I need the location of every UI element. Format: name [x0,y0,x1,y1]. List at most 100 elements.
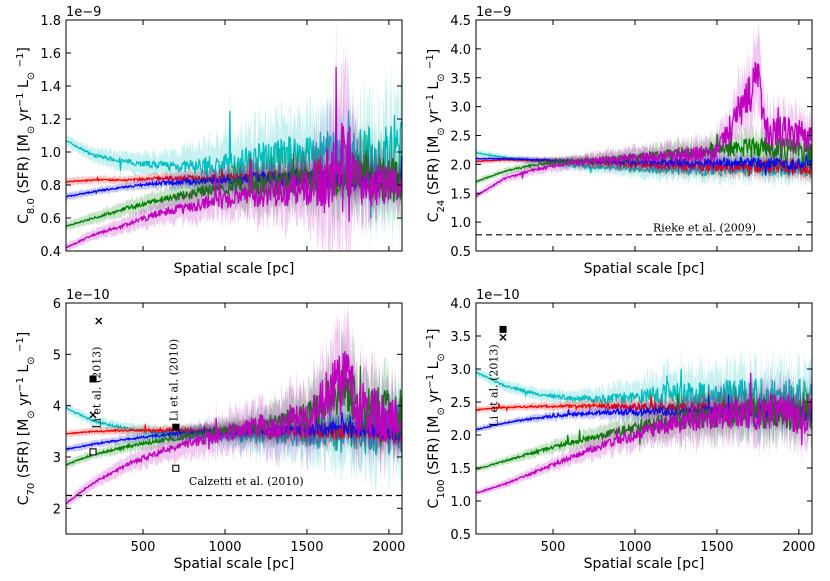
x-tick-label: 2000 [782,540,815,555]
x-tick-label: 500 [131,540,156,555]
series-magenta [476,20,812,200]
x-tick-label: 1000 [208,540,241,555]
panel-top-left: 0.4 0.6 0.8 1.0 1.2 1.4 1.6 1.8 1e−9 Spatial scal… [15,5,403,277]
reference-label: Li et al. (2010) [167,339,180,421]
panel-bottom-left: Calzetti et al. (2010) Li et al. (2013) Li… [15,288,406,572]
band-magenta [476,20,812,200]
y-tick-label: 2.0 [450,429,471,444]
y-axis-label: C8.0 (SFR) [M⊙ yr−1 L⊙ −1] [15,47,37,224]
band-red [476,147,812,188]
x-tick-label: 1500 [290,540,323,555]
marker-filled-square [499,325,507,333]
y-tick-label: 1.0 [450,495,471,510]
axis-offset-text: 1e−9 [476,5,511,20]
series-cyan [476,342,812,458]
y-tick-label: 1.6 [40,47,61,62]
axis-offset-text: 1e−10 [66,288,110,303]
y-tick-label: 5 [53,348,61,363]
marker-x [89,411,97,419]
marker-filled-square [89,375,97,383]
marker-open-square [89,448,97,456]
y-tick-label: 3.5 [450,72,471,87]
line-magenta [476,61,812,197]
y-tick-label: 4.5 [450,14,471,29]
band-green [66,324,402,475]
reference-label: Calzetti et al. (2010) [189,475,304,488]
marker-filled-square [172,423,180,431]
plot-area [66,20,402,251]
y-tick-label: 1.0 [450,216,471,231]
reference-label: Li et al. (2013) [487,344,500,426]
plot-area [66,303,402,509]
y-tick-label: 2.5 [450,130,471,145]
y-tick-label: 0.5 [450,528,471,543]
y-tick-label: 3.5 [450,330,471,345]
y-tick-label: 2 [53,502,61,517]
y-tick-label: 0.6 [40,212,61,227]
x-tick-label: 1000 [618,540,651,555]
plot-area [476,20,812,200]
axes-frame [475,302,813,535]
axes-frame [65,19,403,252]
axis-offset-text: 1e−9 [66,5,101,20]
x-tick-label: 2000 [372,540,405,555]
band-cyan [476,144,812,192]
marker-x [95,317,103,325]
y-tick-label: 3.0 [450,101,471,116]
y-tick-label: 0.4 [40,245,61,260]
band-blue [66,393,402,454]
marker-open-square [172,464,180,472]
band-magenta [476,346,812,496]
line-blue [476,394,812,431]
y-axis-label: C70 (SFR) [M⊙ yr−1 L⊙ −1] [15,332,37,506]
y-axis-label: C100 (SFR) [M⊙ yr−1 L⊙ −1] [425,329,447,509]
line-cyan [476,369,812,423]
series-red [476,147,812,188]
y-tick-label: 0.8 [40,179,61,194]
y-axis-label: C24 (SFR) [M⊙ yr−1 L⊙ −1] [425,49,447,223]
y-tick-label: 2.0 [450,158,471,173]
line-green [66,150,402,228]
axis-offset-text: 1e−10 [476,288,520,303]
panel-bottom-right: Li et al. (2013) 0.5 1.0 1.5 2.0 2.5 3.0 3.5 4.0… [425,288,816,572]
line-red [476,157,812,176]
series-green [66,115,402,235]
y-tick-label: 1.4 [40,80,61,95]
line-green [476,393,812,471]
series-green [476,374,812,474]
y-tick-label: 1.2 [40,113,61,128]
plot-area [476,342,812,496]
y-tick-label: 6 [53,297,61,312]
line-magenta [66,351,402,505]
y-tick-label: 4.0 [450,297,471,312]
panel-top-right: Rieke et al. (2009) 0.5 1.0 1.5 2.0 2.5 3.0 3.5… [425,5,813,277]
series-magenta [476,346,812,496]
y-tick-label: 1.5 [450,187,471,202]
marker-x [499,333,507,341]
line-magenta [66,66,402,249]
band-magenta [66,303,402,509]
x-tick-label: 500 [541,540,566,555]
y-tick-label: 3 [53,451,61,466]
band-green [66,115,402,235]
y-tick-label: 4 [53,400,61,415]
x-tick-label: 1500 [700,540,733,555]
y-tick-label: 4.0 [450,43,471,58]
x-axis-label: Spatial scale [pc] [174,556,295,572]
series-magenta [66,303,402,509]
line-magenta [476,372,812,494]
y-tick-label: 1.0 [40,146,61,161]
y-tick-label: 1.8 [40,14,61,29]
x-axis-label: Spatial scale [pc] [584,261,705,277]
reference-label: Rieke et al. (2009) [653,221,756,234]
x-axis-label: Spatial scale [pc] [174,261,295,277]
y-tick-label: 1.5 [450,462,471,477]
y-tick-label: 0.5 [450,245,471,260]
y-tick-label: 3.0 [450,363,471,378]
reference-label: Li et al. (2013) [90,346,103,428]
series-magenta [66,20,402,251]
axes-frame [65,302,403,535]
y-tick-label: 2.5 [450,396,471,411]
x-axis-label: Spatial scale [pc] [584,556,705,572]
